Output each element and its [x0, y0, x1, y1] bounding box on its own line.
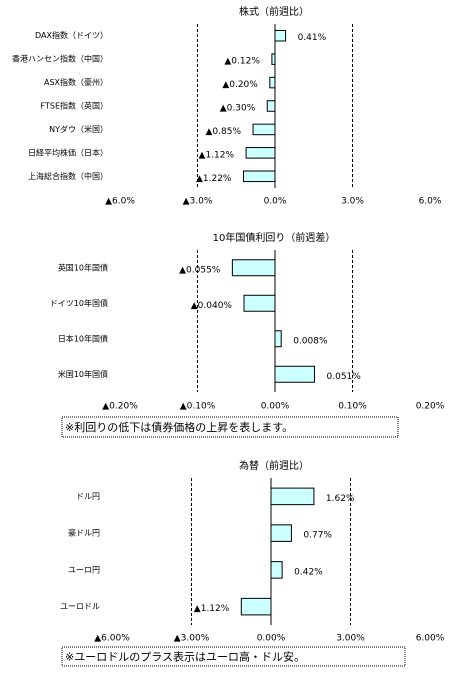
- value-label: ▲0.055%: [179, 265, 221, 275]
- x-tick-label: ▲3.00%: [174, 634, 210, 644]
- y-tick-label: 日本10年国債: [58, 333, 108, 343]
- value-label: ▲0.30%: [220, 104, 256, 114]
- note: ※ユーロドルのプラス表示はユーロ高・ドル安。: [65, 650, 305, 664]
- bar: [243, 294, 276, 312]
- bar: [271, 53, 276, 65]
- x-tick-label: ▲6.00%: [94, 634, 130, 644]
- y-tick-label: FTSE指数（英国）: [41, 101, 108, 111]
- x-tick-label: 0.00%: [261, 402, 290, 412]
- y-tick-label: 香港ハンセン指数（中国）: [12, 54, 108, 64]
- x-tick-label: 0.0%: [264, 197, 287, 207]
- value-label: ▲1.12%: [194, 604, 230, 614]
- x-tick-label: 0.20%: [416, 402, 445, 412]
- chart-title: 株式（前週比）: [239, 5, 309, 18]
- note: ※利回りの低下は債券価格の上昇を表します。: [65, 420, 293, 434]
- value-label: 0.42%: [294, 567, 323, 577]
- value-label: ▲0.12%: [224, 57, 260, 67]
- note-box: [61, 646, 406, 667]
- bar: [245, 147, 276, 159]
- bar: [274, 365, 316, 383]
- chart-title: 為替（前週比）: [239, 459, 309, 472]
- value-label: 0.051%: [327, 372, 362, 382]
- y-tick-label: ドイツ10年国債: [50, 298, 108, 308]
- x-tick-label: ▲0.10%: [180, 402, 216, 412]
- bar: [242, 170, 276, 183]
- chart-title: 10年国債利回り（前週差）: [213, 231, 336, 244]
- bar: [240, 597, 272, 616]
- value-label: 0.41%: [298, 33, 327, 43]
- bar: [270, 524, 292, 542]
- y-tick-label: NYダウ（米国）: [49, 124, 108, 134]
- x-tick-label: 0.10%: [338, 402, 367, 412]
- bar: [266, 100, 276, 112]
- value-label: 0.77%: [303, 531, 332, 541]
- y-tick-label: ドル円: [76, 492, 100, 501]
- value-label: ▲1.22%: [196, 174, 232, 184]
- y-tick-label: 英国10年国債: [58, 262, 108, 272]
- note-box: [61, 416, 399, 438]
- value-label: ▲0.85%: [206, 127, 242, 137]
- value-label: ▲1.12%: [199, 150, 235, 160]
- bar: [252, 123, 276, 136]
- x-tick-label: ▲3.0%: [183, 197, 213, 207]
- x-tick-label: 0.00%: [257, 634, 286, 644]
- value-label: ▲0.040%: [191, 301, 233, 311]
- x-tick-label: 3.0%: [341, 197, 364, 207]
- y-tick-label: DAX指数（ドイツ）: [35, 30, 108, 40]
- y-tick-label: 上海総合指数（中国）: [28, 171, 108, 181]
- y-tick-label: ユーロ円: [68, 565, 100, 574]
- y-tick-label: 米国10年国債: [58, 369, 108, 379]
- x-tick-label: 6.0%: [419, 197, 442, 207]
- bar: [274, 330, 282, 348]
- bar: [274, 29, 287, 42]
- y-tick-label: 豪ドル円: [68, 528, 100, 538]
- y-tick-label: ASX指数（豪州）: [44, 77, 108, 87]
- bar: [270, 487, 315, 506]
- value-label: 1.62%: [326, 494, 355, 504]
- bar: [231, 259, 276, 277]
- x-tick-label: 3.00%: [336, 634, 365, 644]
- x-tick-label: 6.00%: [416, 634, 445, 644]
- x-tick-label: ▲6.0%: [105, 197, 135, 207]
- value-label: 0.008%: [293, 336, 328, 346]
- y-tick-label: 日経平均株価（日本）: [28, 147, 108, 157]
- bar: [270, 561, 283, 579]
- bar: [269, 76, 276, 89]
- value-label: ▲0.20%: [222, 80, 258, 90]
- x-tick-label: ▲0.20%: [102, 402, 138, 412]
- y-tick-label: ユーロドル: [60, 602, 100, 611]
